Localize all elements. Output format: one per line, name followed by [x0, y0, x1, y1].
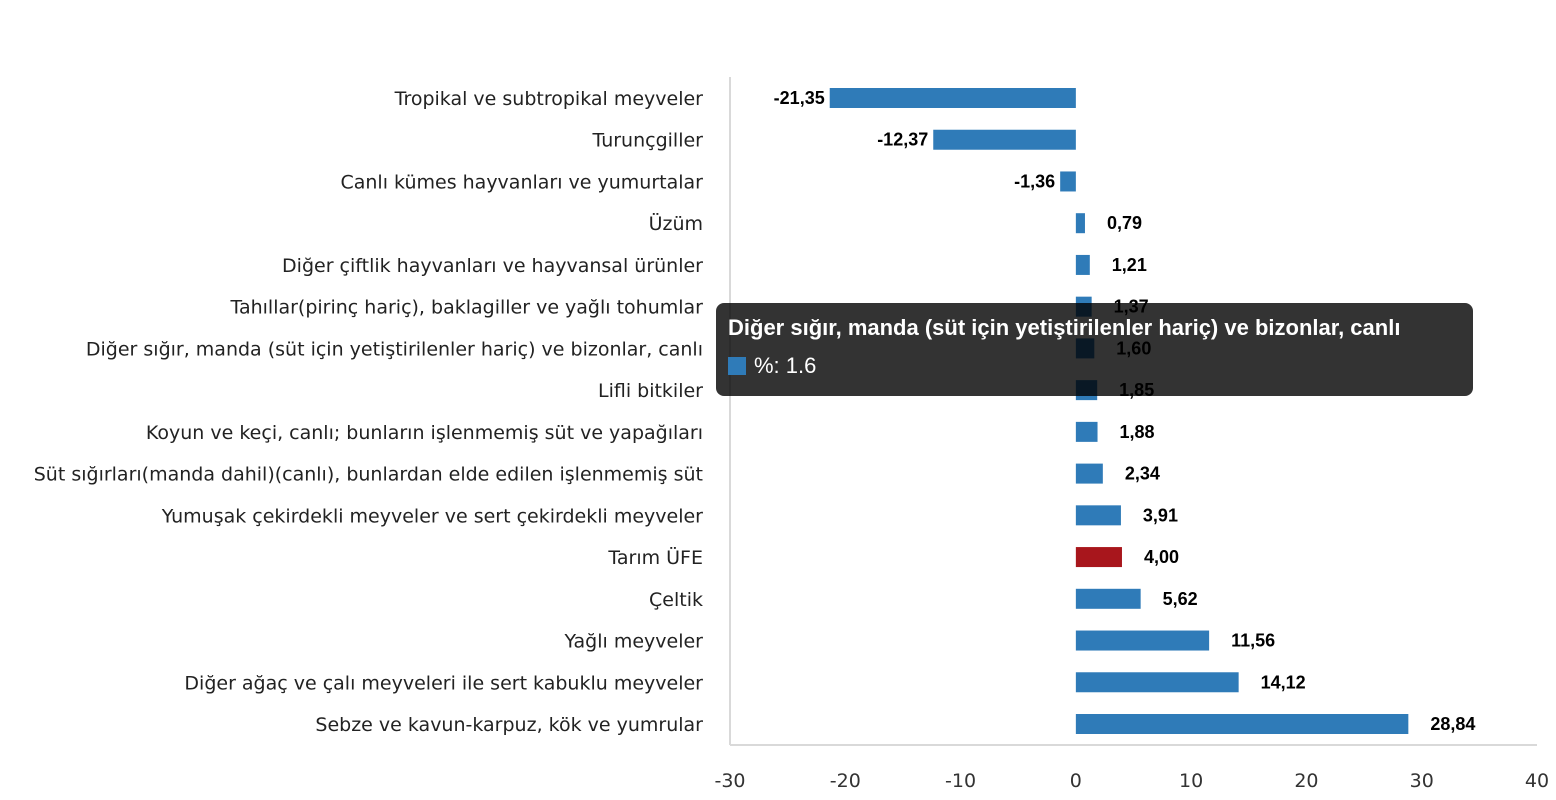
bar	[1075, 672, 1239, 693]
data-label: 1,21	[1112, 255, 1147, 275]
data-label: 28,84	[1430, 714, 1475, 734]
data-label: 14,12	[1261, 672, 1306, 692]
category-label: Diğer ağaç ve çalı meyveleri ile sert ka…	[184, 672, 703, 694]
bar	[1075, 547, 1122, 568]
category-label: Üzüm	[649, 212, 703, 235]
data-label: -12,37	[877, 130, 928, 150]
chart-tooltip: Diğer sığır, manda (süt için yetiştirile…	[716, 303, 1473, 396]
category-label: Yağlı meyveler	[564, 631, 704, 653]
data-label: 2,34	[1125, 464, 1160, 484]
bar	[1075, 213, 1085, 234]
bar	[1060, 171, 1076, 192]
bar	[1075, 254, 1090, 275]
category-label: Canlı kümes hayvanları ve yumurtalar	[340, 171, 703, 193]
tooltip-value: %: 1.6	[754, 353, 817, 378]
data-label: 0,79	[1107, 213, 1142, 233]
bar	[829, 88, 1076, 108]
bar	[1075, 463, 1103, 484]
category-label: Diğer sığır, manda (süt için yetiştirile…	[86, 338, 703, 360]
x-tick-label: -10	[945, 770, 976, 792]
data-label: 4,00	[1144, 547, 1179, 567]
x-tick-label: 20	[1294, 770, 1318, 792]
category-label: Turunçgiller	[591, 130, 703, 152]
category-label: Tropikal ve subtropikal meyveler	[394, 88, 704, 110]
bar	[1075, 505, 1121, 526]
data-label: 3,91	[1143, 505, 1178, 525]
tooltip-title: Diğer sığır, manda (süt için yetiştirile…	[728, 315, 1401, 340]
bar	[1075, 421, 1098, 442]
data-label: 1,88	[1120, 422, 1155, 442]
x-tick-label: -30	[714, 770, 745, 792]
category-label: Yumuşak çekirdekli meyveler ve sert çeki…	[161, 505, 703, 527]
category-label: Çeltik	[649, 589, 703, 611]
category-label: Diğer çiftlik hayvanları ve hayvansal ür…	[282, 255, 703, 277]
bar	[1075, 588, 1141, 609]
x-tick-label: 0	[1070, 770, 1082, 792]
bar	[1075, 714, 1409, 734]
data-label: -1,36	[1014, 171, 1055, 191]
data-label: -21,35	[774, 88, 825, 108]
category-label: Koyun ve keçi, canlı; bunların işlenmemi…	[146, 422, 703, 444]
category-label: Tarım ÜFE	[607, 546, 703, 569]
x-tick-label: 10	[1179, 770, 1203, 792]
category-label: Sebze ve kavun-karpuz, kök ve yumrular	[315, 714, 703, 736]
data-label: 5,62	[1163, 589, 1198, 609]
x-tick-label: 30	[1410, 770, 1434, 792]
data-label: 11,56	[1231, 631, 1275, 651]
bar	[933, 129, 1076, 150]
bar	[1075, 630, 1210, 651]
x-tick-label: -20	[830, 770, 861, 792]
category-label: Lifli bitkiler	[598, 380, 703, 402]
x-tick-label: 40	[1525, 770, 1549, 792]
category-label: Tahıllar(pirinç hariç), baklagiller ve y…	[229, 297, 703, 319]
category-label: Süt sığırları(manda dahil)(canlı), bunla…	[34, 464, 703, 486]
tooltip-series-swatch	[728, 357, 746, 375]
